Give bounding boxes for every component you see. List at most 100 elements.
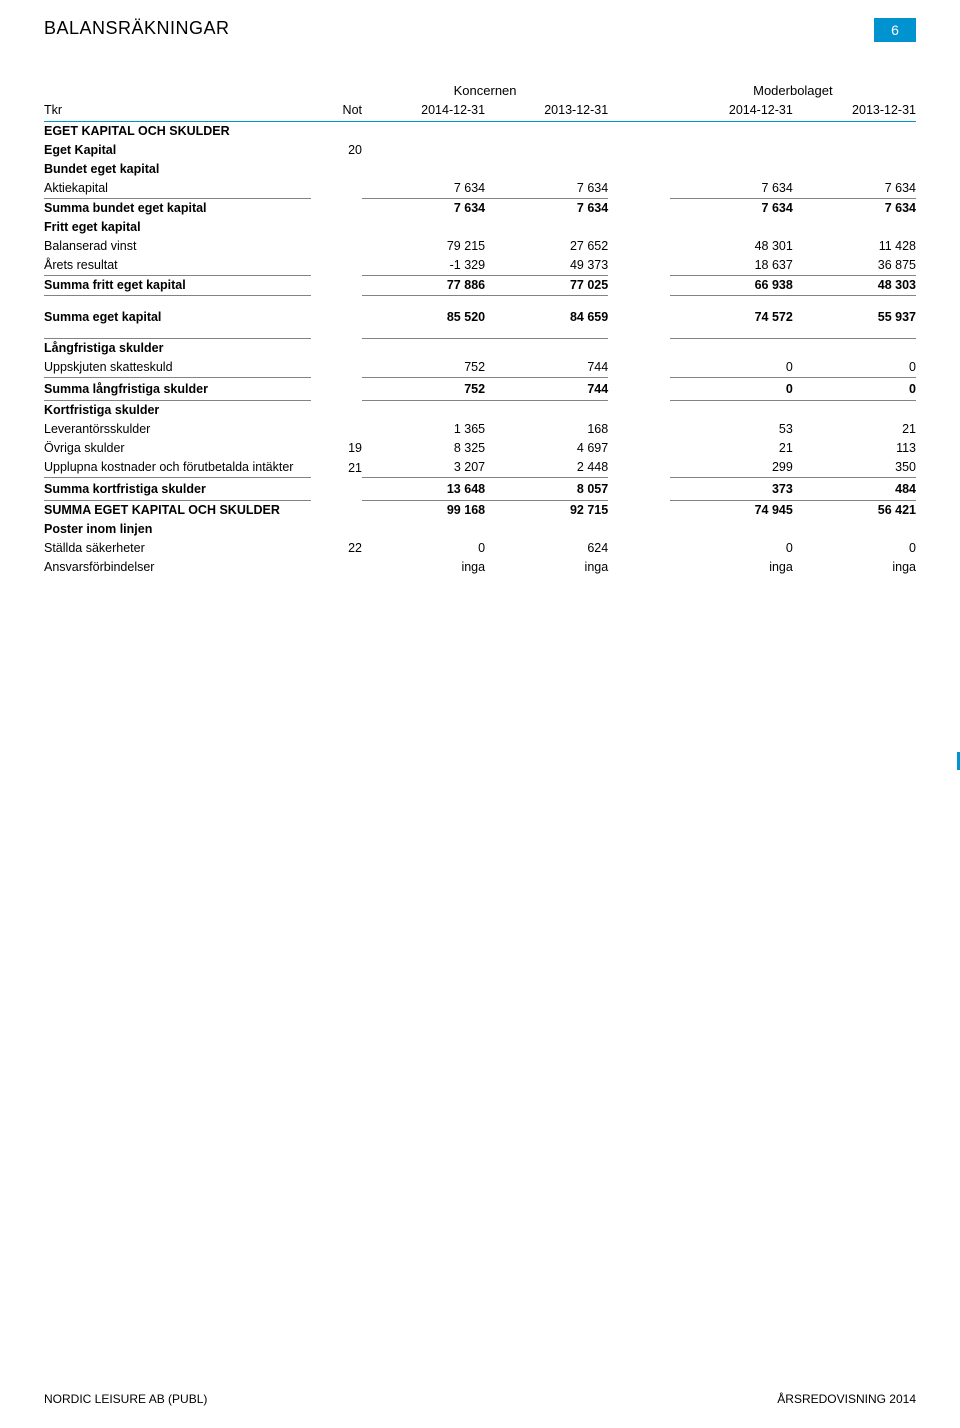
- row-label: Aktiekapital: [44, 179, 311, 199]
- cell-value: 0: [670, 358, 793, 378]
- cell-value: 0: [793, 377, 916, 400]
- cell-value: 66 938: [670, 275, 793, 295]
- cell-value: 1 365: [362, 420, 485, 439]
- cell-value: 2 448: [485, 458, 608, 478]
- cell-value: 0: [362, 539, 485, 558]
- row-fritt-eget-kapital: Fritt eget kapital: [44, 218, 916, 237]
- cell-value: 27 652: [485, 237, 608, 256]
- row-label: Kortfristiga skulder: [44, 400, 311, 420]
- cell-value: 744: [485, 377, 608, 400]
- cell-value: 21: [793, 420, 916, 439]
- cell-value: 13 648: [362, 477, 485, 500]
- cell-value: 373: [670, 477, 793, 500]
- cell-value: 350: [793, 458, 916, 478]
- row-summa-eget-och-skulder: SUMMA EGET KAPITAL OCH SKULDER 99 168 92…: [44, 500, 916, 520]
- row-label: Ansvarsförbindelser: [44, 558, 311, 577]
- row-summa-langfristiga: Summa långfristiga skulder 752 744 0 0: [44, 377, 916, 400]
- col-tkr: Tkr: [44, 100, 311, 121]
- row-label: Uppskjuten skatteskuld: [44, 358, 311, 378]
- row-summa-eget-kapital: Summa eget kapital 85 520 84 659 74 572 …: [44, 295, 916, 338]
- row-label: SUMMA EGET KAPITAL OCH SKULDER: [44, 500, 311, 520]
- row-label: Leverantörsskulder: [44, 420, 311, 439]
- page-footer: NORDIC LEISURE AB (PUBL) ÅRSREDOVISNING …: [44, 1392, 916, 1406]
- column-group-header: Koncernen Moderbolaget: [44, 80, 916, 100]
- cell-value: 168: [485, 420, 608, 439]
- row-label: Övriga skulder: [44, 439, 311, 458]
- footer-right: ÅRSREDOVISNING 2014: [777, 1392, 916, 1406]
- cell-value: inga: [670, 558, 793, 577]
- page-header: BALANSRÄKNINGAR 6: [44, 18, 916, 42]
- row-summa-kortfristiga: Summa kortfristiga skulder 13 648 8 057 …: [44, 477, 916, 500]
- cell-value: 49 373: [485, 256, 608, 276]
- cell-value: 0: [670, 377, 793, 400]
- row-poster-inom-linjen: Poster inom linjen: [44, 520, 916, 539]
- row-label: Långfristiga skulder: [44, 338, 311, 358]
- row-label: Summa fritt eget kapital: [44, 275, 311, 295]
- page-title: BALANSRÄKNINGAR: [44, 18, 230, 39]
- cell-value: 77 886: [362, 275, 485, 295]
- cell-value: 0: [793, 358, 916, 378]
- row-label: Fritt eget kapital: [44, 218, 311, 237]
- cell-value: 7 634: [670, 198, 793, 218]
- cell-value: 85 520: [362, 295, 485, 338]
- cell-value: 484: [793, 477, 916, 500]
- row-not: 22: [311, 539, 362, 558]
- row-eget-kapital: Eget Kapital 20: [44, 141, 916, 160]
- page-container: BALANSRÄKNINGAR 6 Koncernen Moderbolaget…: [0, 0, 960, 1428]
- row-ansvars: Ansvarsförbindelser inga inga inga inga: [44, 558, 916, 577]
- row-langfristiga: Långfristiga skulder: [44, 338, 916, 358]
- cell-value: 7 634: [793, 198, 916, 218]
- column-header-row: Tkr Not 2014-12-31 2013-12-31 2014-12-31…: [44, 100, 916, 121]
- row-summa-fritt: Summa fritt eget kapital 77 886 77 025 6…: [44, 275, 916, 295]
- page-number-badge: 6: [874, 18, 916, 42]
- cell-value: 99 168: [362, 500, 485, 520]
- footer-left: NORDIC LEISURE AB (PUBL): [44, 1392, 207, 1406]
- row-not: 19: [311, 439, 362, 458]
- cell-value: 624: [485, 539, 608, 558]
- cell-value: 0: [793, 539, 916, 558]
- row-upplupna: Upplupna kostnader och förutbetalda intä…: [44, 458, 916, 478]
- cell-value: 18 637: [670, 256, 793, 276]
- cell-value: 84 659: [485, 295, 608, 338]
- row-bundet-eget-kapital: Bundet eget kapital: [44, 160, 916, 179]
- cell-value: 77 025: [485, 275, 608, 295]
- cell-value: 36 875: [793, 256, 916, 276]
- row-balanserad-vinst: Balanserad vinst 79 215 27 652 48 301 11…: [44, 237, 916, 256]
- row-label: Bundet eget kapital: [44, 160, 311, 179]
- section-label: EGET KAPITAL OCH SKULDER: [44, 121, 311, 141]
- cell-value: 3 207: [362, 458, 485, 478]
- cell-value: 7 634: [362, 179, 485, 199]
- cell-value: 7 634: [485, 198, 608, 218]
- row-not: 20: [311, 141, 362, 160]
- row-label: Summa eget kapital: [44, 295, 311, 338]
- col-2013-m: 2013-12-31: [793, 100, 916, 121]
- balance-table: Koncernen Moderbolaget Tkr Not 2014-12-3…: [44, 80, 916, 577]
- row-stallda: Ställda säkerheter 22 0 624 0 0: [44, 539, 916, 558]
- cell-value: 21: [670, 439, 793, 458]
- row-label: Poster inom linjen: [44, 520, 311, 539]
- cell-value: 79 215: [362, 237, 485, 256]
- group-moderbolaget: Moderbolaget: [670, 80, 916, 100]
- row-label: Årets resultat: [44, 256, 311, 276]
- cell-value: inga: [793, 558, 916, 577]
- col-not: Not: [311, 100, 362, 121]
- cell-value: -1 329: [362, 256, 485, 276]
- cell-value: 92 715: [485, 500, 608, 520]
- cell-value: 56 421: [793, 500, 916, 520]
- cell-value: 7 634: [485, 179, 608, 199]
- cell-value: 0: [670, 539, 793, 558]
- row-summa-bundet: Summa bundet eget kapital 7 634 7 634 7 …: [44, 198, 916, 218]
- row-label: Summa kortfristiga skulder: [44, 477, 311, 500]
- cell-value: inga: [485, 558, 608, 577]
- group-koncernen: Koncernen: [362, 80, 608, 100]
- cell-value: 752: [362, 377, 485, 400]
- row-label: Summa långfristiga skulder: [44, 377, 311, 400]
- cell-value: 7 634: [362, 198, 485, 218]
- col-2014-k: 2014-12-31: [362, 100, 485, 121]
- row-label: Balanserad vinst: [44, 237, 311, 256]
- row-label: Upplupna kostnader och förutbetalda intä…: [44, 458, 311, 478]
- cell-value: 7 634: [793, 179, 916, 199]
- cell-value: 74 572: [670, 295, 793, 338]
- row-uppskjuten: Uppskjuten skatteskuld 752 744 0 0: [44, 358, 916, 378]
- cell-value: 8 325: [362, 439, 485, 458]
